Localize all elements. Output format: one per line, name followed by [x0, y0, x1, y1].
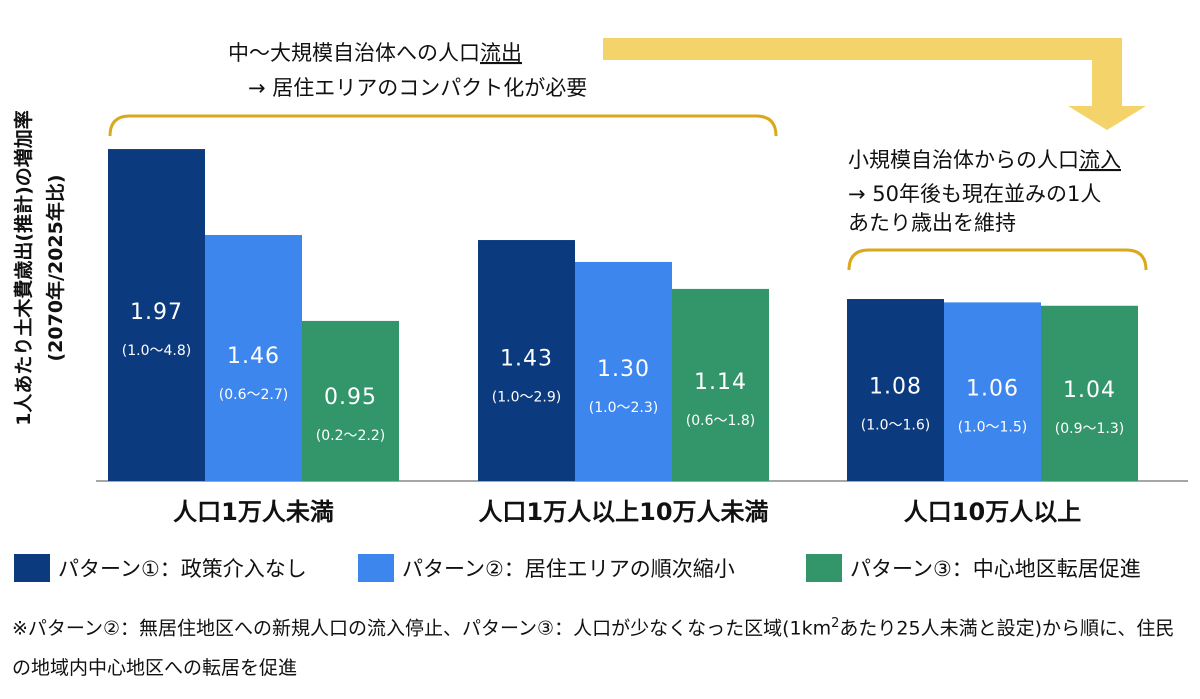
- annotation-right-line2: → 50年後も現在並みの1人: [848, 182, 1101, 206]
- bar-pattern1-lt10k: [108, 149, 205, 481]
- category-label: 人口1万人未満: [173, 498, 334, 526]
- y-axis-label-line1: 1人あたり土木費歳出(推計)の増加率: [12, 110, 35, 426]
- bar-value-label: 1.06: [966, 376, 1019, 401]
- bar-range-label: (1.0〜2.3): [589, 400, 658, 416]
- bar-range-label: (1.0〜2.9): [492, 389, 561, 405]
- bar-pattern2-gte100k: [944, 302, 1041, 481]
- annotation-right-line1: 小規模自治体からの人口流入: [848, 148, 1121, 172]
- bar-range-label: (1.0〜4.8): [122, 343, 191, 359]
- bracket-right: [847, 248, 1148, 271]
- y-axis-label-line2: (2070年/2025年比): [44, 174, 67, 361]
- bar-range-label: (0.2〜2.2): [316, 428, 385, 444]
- legend-swatch-pattern2: [358, 554, 394, 582]
- category-label: 人口1万人以上10万人未満: [478, 498, 768, 526]
- bar-range-label: (0.9〜1.3): [1055, 421, 1124, 437]
- legend-swatch-pattern1: [14, 554, 50, 582]
- bar-range-label: (1.0〜1.6): [861, 418, 930, 434]
- bar-range-label: (0.6〜1.8): [686, 413, 755, 429]
- bar-pattern2-10k-100k: [575, 261, 672, 481]
- bar-pattern1-10k-100k: [478, 240, 575, 481]
- flow-arrow: [603, 38, 1146, 130]
- bracket-left: [108, 114, 778, 137]
- bar-range-label: (0.6〜2.7): [219, 387, 288, 403]
- bar-value-label: 1.14: [694, 370, 747, 395]
- bar-value-label: 1.08: [869, 375, 922, 400]
- bar-range-label: (1.0〜1.5): [958, 419, 1027, 435]
- legend-label-pattern2: パターン②：居住エリアの順次縮小: [402, 557, 735, 581]
- bar-value-label: 1.04: [1063, 378, 1116, 403]
- bar-value-label: 0.95: [324, 385, 377, 410]
- footnote-superscript: 2: [831, 616, 840, 631]
- bar-value-label: 1.43: [500, 346, 553, 371]
- legend-label-pattern1: パターン①：政策介入なし: [58, 557, 307, 581]
- bar-pattern3-10k-100k: [672, 288, 769, 481]
- annotation-left-line2: → 居住エリアのコンパクト化が必要: [248, 76, 587, 100]
- legend-label-pattern3: パターン③：中心地区転居促進: [850, 557, 1141, 581]
- bar-pattern3-gte100k: [1041, 305, 1138, 481]
- bar-pattern1-gte100k: [847, 299, 944, 481]
- annotation-left-line1: 中〜大規模自治体への人口流出: [228, 41, 522, 65]
- category-label: 人口10万人以上: [904, 498, 1081, 526]
- bar-value-label: 1.30: [597, 357, 650, 382]
- bar-value-label: 1.97: [130, 300, 183, 325]
- annotation-right-line3: あたり歳出を維持: [848, 211, 1016, 235]
- bar-value-label: 1.46: [227, 344, 280, 369]
- footnote: ※パターン②：無居住地区への新規人口の流入停止、パターン③：人口が少なくなった区…: [12, 604, 1192, 688]
- footnote-part2: あたり25人未満と設定)から順に、住民の地域内中心地区への転居を促進: [12, 617, 1175, 680]
- footnote-part1: ※パターン②：無居住地区への新規人口の流入停止、パターン③：人口が少なくなった区…: [12, 617, 832, 640]
- bar-pattern2-lt10k: [205, 234, 302, 481]
- legend-swatch-pattern3: [806, 554, 842, 582]
- bar-pattern3-lt10k: [302, 320, 399, 481]
